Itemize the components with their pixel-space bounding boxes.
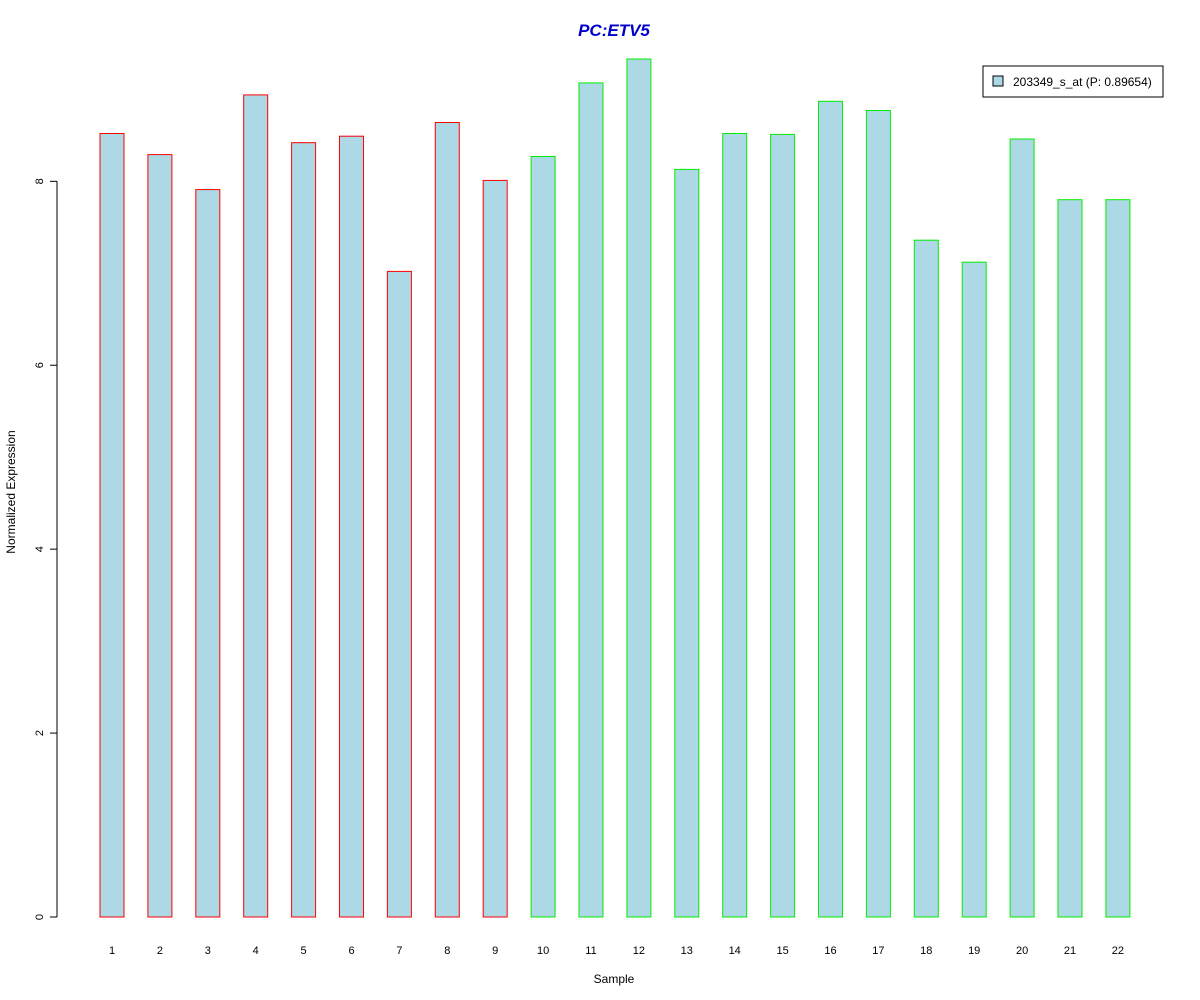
x-tick-label: 16 (824, 945, 836, 957)
x-tick-label: 17 (872, 945, 884, 957)
bar-sample-4 (243, 94, 269, 918)
bar-sample-20 (1009, 138, 1035, 918)
x-tick-label: 5 (301, 945, 307, 957)
x-tick-labels: 1 2 3 4 5 6 7 8 9 10 11 12 13 14 15 16 17 18 19 20 21 22 (109, 945, 1124, 957)
x-tick-label: 7 (396, 945, 402, 957)
x-tick-label: 6 (348, 945, 354, 957)
x-axis-label: Sample (594, 972, 635, 986)
bar-sample-5 (291, 142, 317, 918)
x-tick-label: 9 (492, 945, 498, 957)
x-tick-label: 15 (776, 945, 788, 957)
bar-sample-18 (913, 239, 939, 918)
x-tick-label: 4 (253, 945, 259, 957)
chart-title: PC:ETV5 (578, 21, 650, 40)
bar-sample-14 (722, 133, 748, 918)
x-tick-label: 20 (1016, 945, 1028, 957)
x-tick-label: 21 (1064, 945, 1076, 957)
bar-sample-8 (434, 122, 460, 918)
bar-sample-3 (195, 189, 221, 918)
y-tick-label: 8 (34, 178, 46, 184)
bar-sample-7 (386, 270, 412, 918)
bar-sample-13 (674, 168, 700, 918)
y-axis: 0 2 4 6 8 (34, 178, 58, 920)
bar-sample-17 (865, 110, 891, 918)
x-tick-label: 1 (109, 945, 115, 957)
bar-sample-12 (626, 58, 652, 918)
bar-sample-1 (99, 133, 125, 918)
y-tick-label: 4 (34, 546, 46, 552)
bar-sample-21 (1057, 199, 1083, 918)
bar-sample-10 (530, 156, 556, 918)
x-tick-label: 8 (444, 945, 450, 957)
x-tick-label: 14 (729, 945, 741, 957)
legend-label: 203349_s_at (P: 0.89654) (1013, 75, 1152, 89)
bar-sample-15 (770, 133, 796, 918)
x-tick-label: 12 (633, 945, 645, 957)
y-tick-label: 6 (34, 362, 46, 368)
bar-sample-9 (482, 179, 508, 918)
x-tick-label: 11 (585, 945, 596, 957)
bars-group (99, 58, 1131, 918)
x-tick-label: 3 (205, 945, 211, 957)
y-tick-label: 2 (34, 730, 46, 736)
x-tick-label: 19 (968, 945, 980, 957)
x-tick-label: 22 (1112, 945, 1124, 957)
bar-sample-19 (961, 261, 987, 918)
bar-sample-11 (578, 82, 604, 918)
legend: 203349_s_at (P: 0.89654) (982, 65, 1164, 98)
x-tick-label: 18 (920, 945, 932, 957)
legend-box (982, 65, 1164, 98)
x-tick-label: 13 (681, 945, 693, 957)
legend-swatch (992, 75, 1004, 87)
bar-sample-16 (818, 100, 843, 918)
x-tick-label: 10 (537, 945, 549, 957)
bar-sample-6 (339, 135, 364, 918)
y-tick-label: 0 (34, 914, 46, 920)
y-axis-label: Normalized Expression (4, 430, 18, 553)
x-tick-label: 2 (157, 945, 163, 957)
bar-sample-2 (147, 154, 173, 918)
bar-sample-22 (1105, 199, 1131, 918)
